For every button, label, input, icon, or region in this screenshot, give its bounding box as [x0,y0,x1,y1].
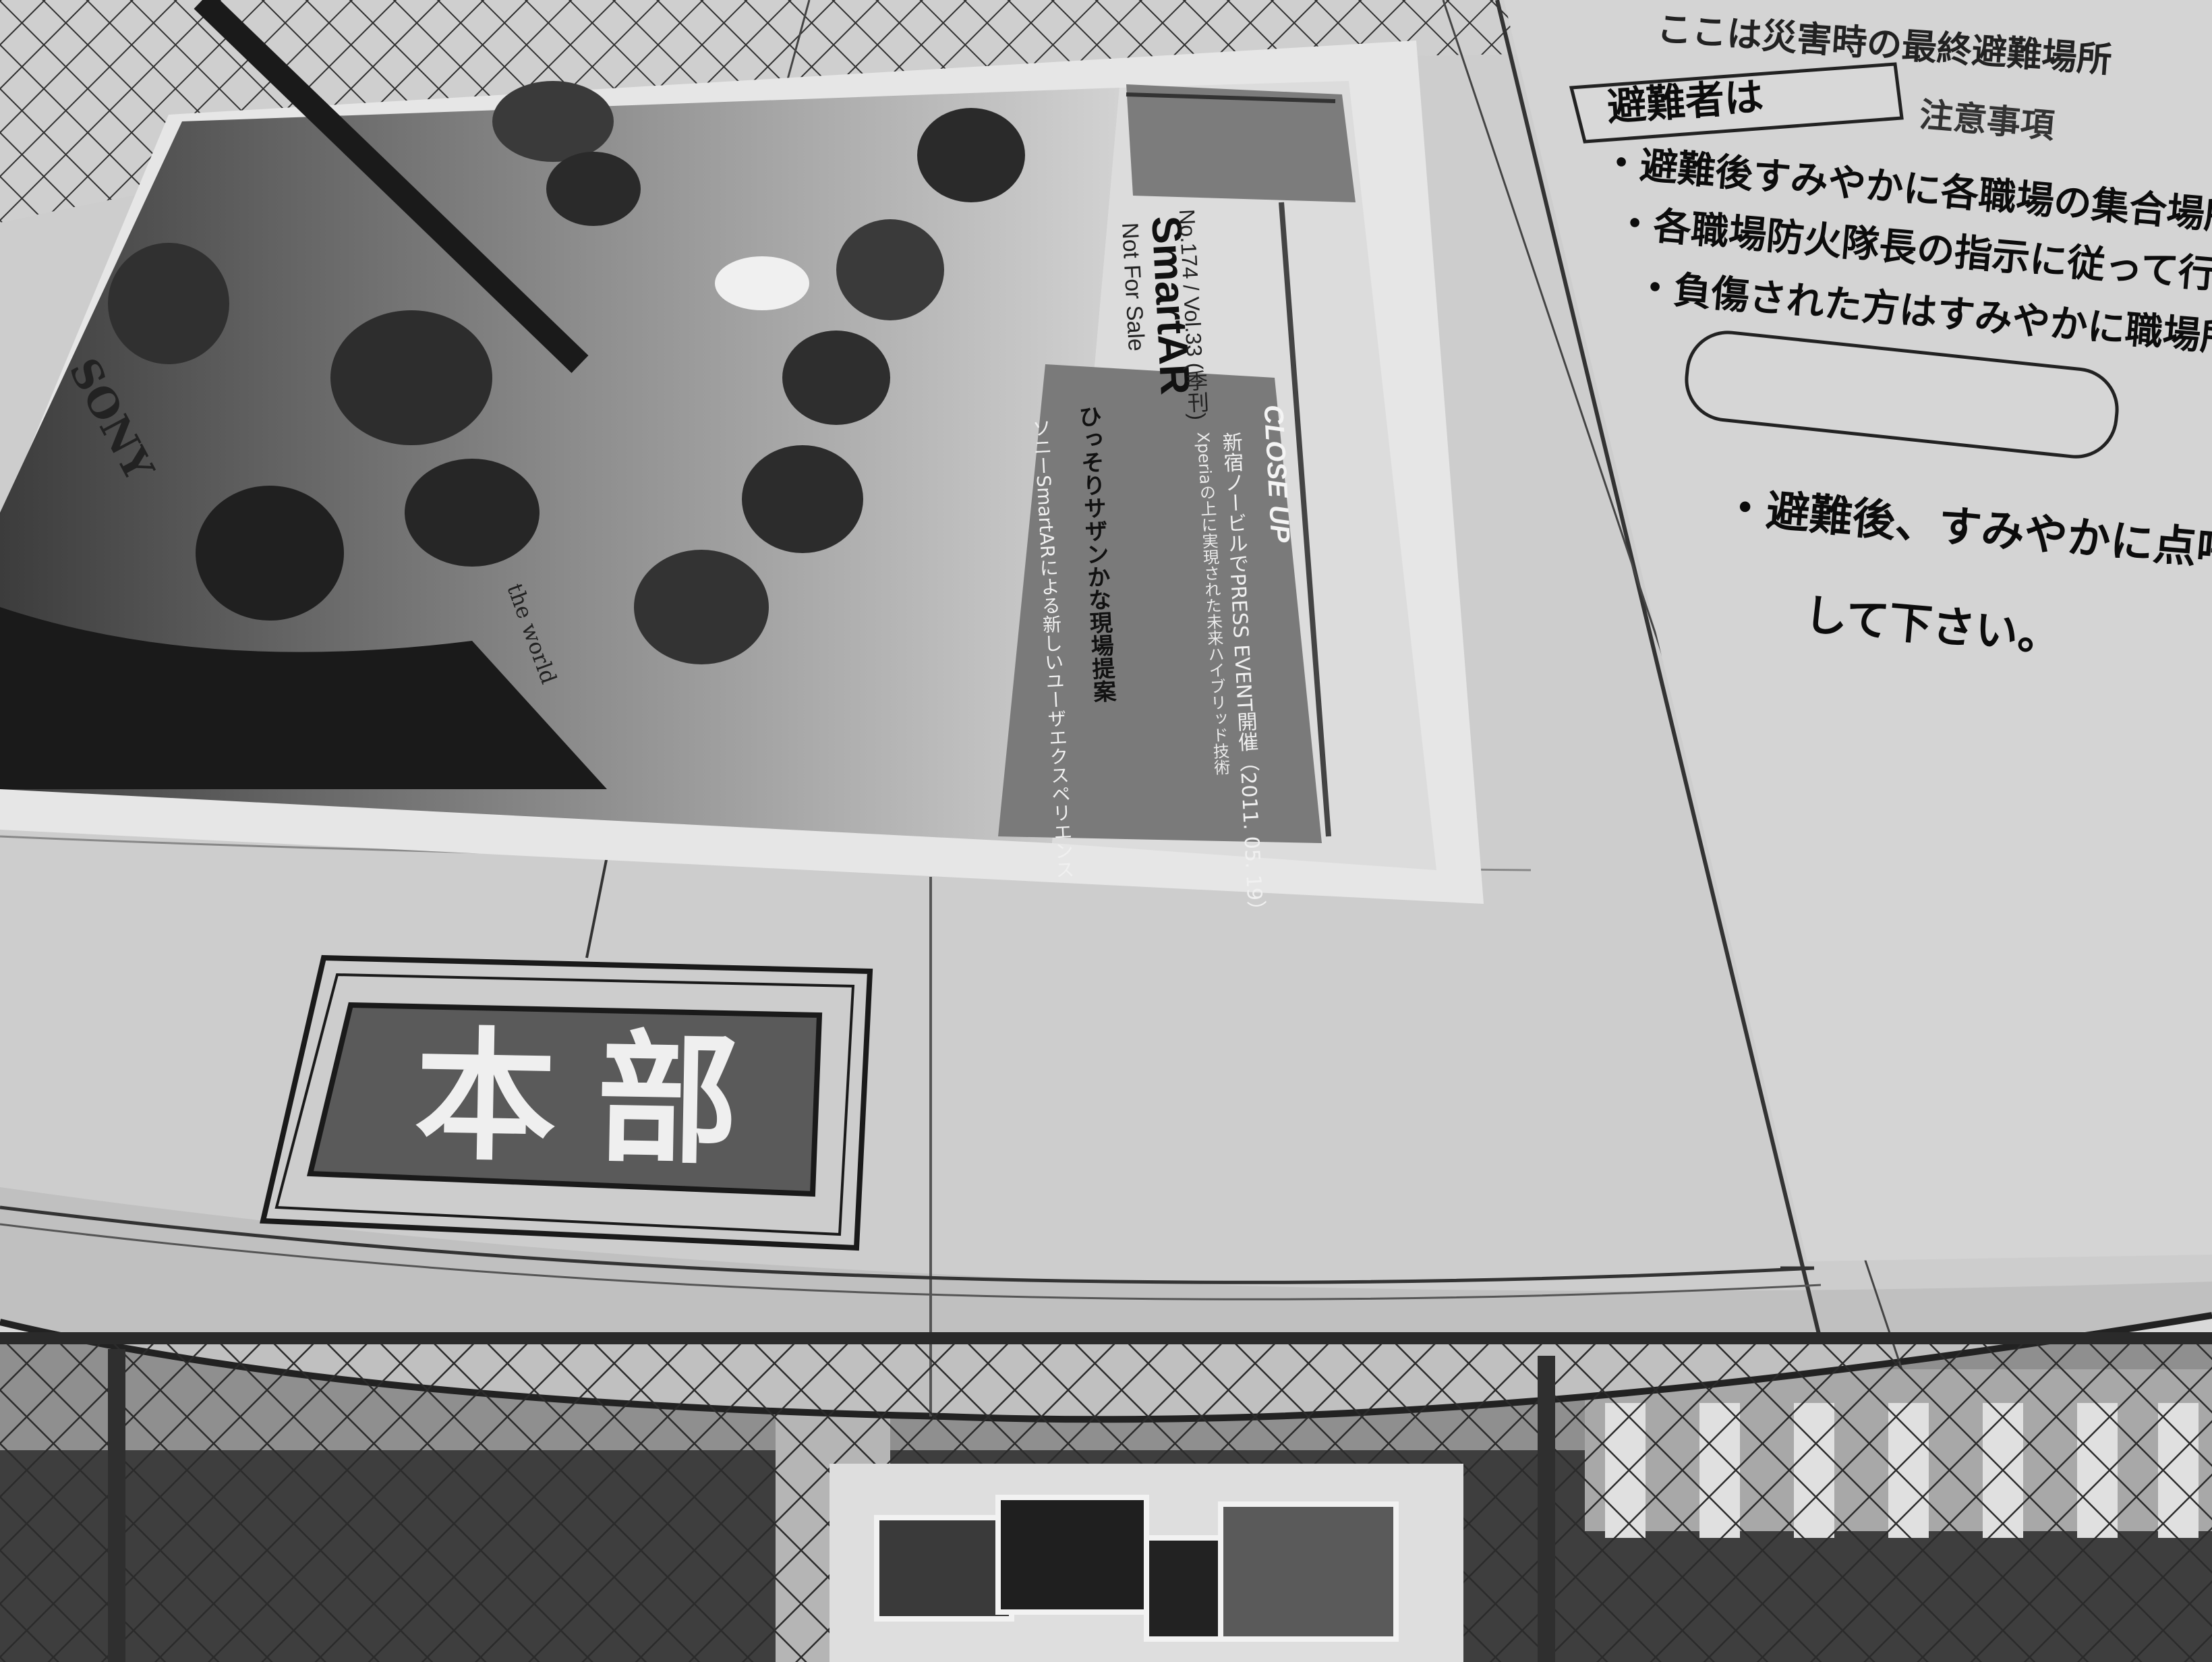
photo-thumbnail [1144,1535,1223,1642]
notice-heading: 避難者は [1605,73,1766,130]
person-head [742,445,863,553]
poster [0,40,1484,904]
photo-thumbnail [1218,1501,1399,1642]
person-head [782,331,890,425]
honbu-sign-frame [260,954,873,1251]
person-head [634,550,769,664]
person-head [492,81,614,162]
metal-bar [194,0,589,373]
photo-board [830,1464,1463,1662]
person-head [546,152,641,226]
person-head [836,219,944,320]
bullet-mark: ・ [1634,264,1676,312]
person-head [405,459,540,567]
person-head [330,310,492,445]
person-head [196,486,344,621]
photo-thumbnail [995,1495,1149,1615]
top-fence [0,0,2212,223]
bullet-mark: ・ [1721,482,1769,536]
pointing-hand [715,256,809,310]
person-head [917,108,1025,202]
notice-frame [1504,0,2212,1261]
blank-name-plate [1685,331,2119,459]
heading-box [1569,62,1904,144]
close-up-box [998,364,1322,843]
person-head [108,243,229,364]
bullet-mark: ・ [1614,200,1656,248]
photo-thumbnail [874,1515,1014,1622]
honbu-sign-label: 本部 [413,1013,781,1185]
bullet-mark: ・ [1600,140,1642,188]
